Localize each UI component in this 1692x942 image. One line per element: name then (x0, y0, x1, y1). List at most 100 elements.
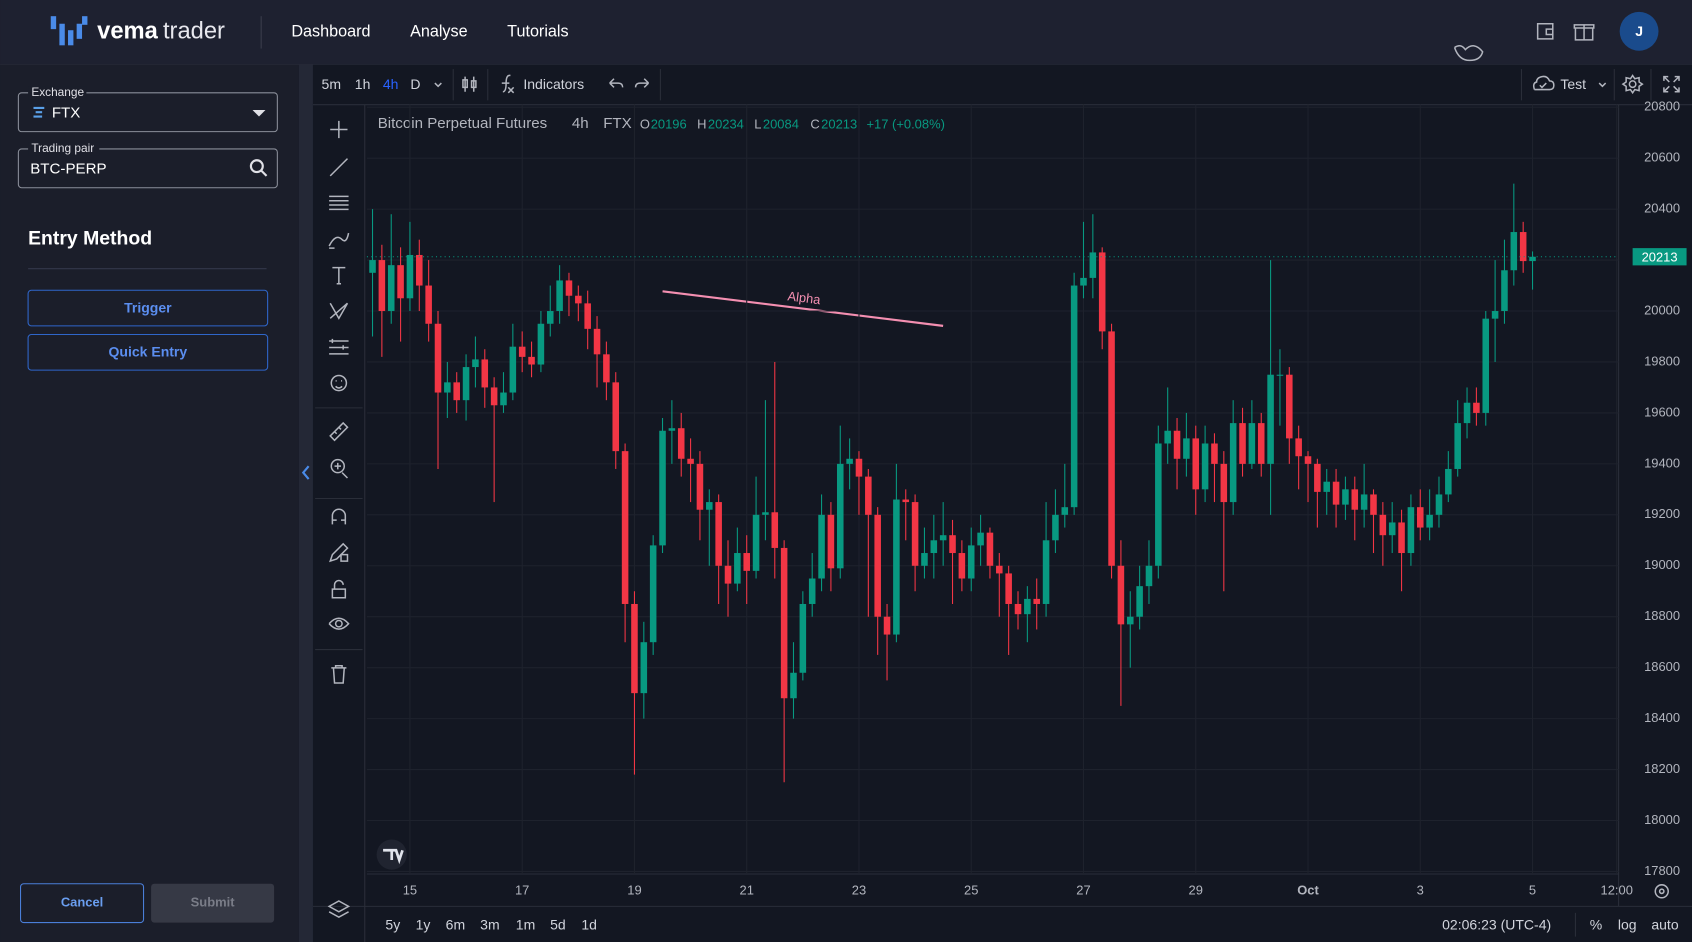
drawing-tool[interactable] (331, 579, 347, 599)
candle-body (1529, 256, 1536, 262)
candle-body (1201, 443, 1209, 490)
pair-input[interactable] (17, 148, 278, 189)
scale-option[interactable]: log (1618, 917, 1637, 933)
range-button[interactable]: 3m (480, 917, 499, 933)
candle-body (1426, 514, 1433, 528)
interval-button[interactable]: 4h (383, 76, 399, 92)
candle-body (827, 514, 835, 569)
watermark-logo (383, 848, 404, 865)
method-button[interactable] (27, 333, 269, 371)
nav-link[interactable]: Dashboard (291, 23, 370, 41)
interval-button[interactable]: D (410, 76, 420, 92)
submit-label: Submit (191, 895, 236, 910)
candle-body (387, 265, 395, 312)
gift-icon[interactable] (1573, 24, 1595, 41)
label-bg (28, 142, 100, 156)
range-button[interactable]: 5y (385, 917, 400, 933)
candle-body (752, 514, 760, 571)
drawing-tool[interactable] (328, 617, 350, 630)
range-button[interactable]: 1d (581, 917, 597, 933)
drawing-tool[interactable] (329, 302, 349, 320)
candle-body (1519, 232, 1527, 262)
method-label: Quick Entry (109, 344, 188, 360)
collapse-chevron[interactable] (301, 465, 310, 480)
collapse-strip[interactable] (298, 64, 313, 942)
ohlc-value: 20234 (708, 117, 744, 132)
settings-icon[interactable] (1621, 74, 1644, 95)
exchange-select[interactable] (17, 92, 278, 133)
undo-icon[interactable] (609, 78, 624, 88)
indicators-label[interactable]: Indicators (523, 76, 584, 92)
candle-body (771, 512, 779, 548)
cloud-icon[interactable] (1532, 75, 1555, 91)
candle-body (1080, 277, 1087, 286)
range-button[interactable]: 1m (516, 917, 535, 933)
drawing-tool[interactable] (329, 542, 349, 563)
drawing-tool[interactable] (327, 900, 351, 919)
nav-link[interactable]: Analyse (410, 23, 468, 41)
search-icon[interactable] (249, 159, 264, 174)
chart-style-icon[interactable] (462, 76, 477, 92)
ohlc-legend: O 20196 H 20234 L 20084 C 20213 +17 (+0.08%) (640, 117, 945, 132)
candle-body (593, 328, 601, 355)
range-button[interactable]: 5d (550, 917, 566, 933)
scale-option[interactable]: % (1590, 917, 1602, 933)
wallet-icon[interactable] (1536, 22, 1554, 40)
exchange-value: FTX (52, 104, 81, 121)
layout-dropdown[interactable] (1598, 82, 1607, 88)
method-button[interactable] (27, 289, 269, 327)
indicators-icon[interactable] (501, 74, 515, 94)
x-tick-label: 21 (740, 883, 754, 898)
submit-button[interactable] (151, 883, 275, 923)
candle-body (1435, 494, 1443, 515)
logo-text: trader (163, 19, 225, 45)
chart-title: Bitcoin Perpetual Futures (378, 115, 547, 132)
ohlc-label: C (810, 117, 819, 132)
drawing-tool[interactable] (330, 374, 348, 392)
drawing-tool[interactable] (329, 421, 349, 442)
range-button[interactable]: 1y (416, 917, 431, 933)
interval-dropdown[interactable] (434, 82, 442, 88)
cancel-button[interactable] (19, 883, 145, 924)
axis-settings[interactable] (1654, 884, 1669, 899)
drawing-tool[interactable] (328, 232, 350, 249)
candle-body (1482, 318, 1490, 413)
drawing-tool[interactable] (330, 458, 349, 479)
candle-body (743, 553, 750, 571)
drawing-tool[interactable] (331, 665, 347, 684)
range-button[interactable]: 6m (446, 917, 465, 933)
candle-body (1248, 423, 1256, 464)
drawing-tool[interactable] (330, 120, 348, 139)
nav-link[interactable]: Tutorials (507, 23, 568, 41)
candle-body (556, 280, 563, 312)
layout-name[interactable]: Test (1560, 76, 1586, 92)
drawing-tool[interactable] (329, 195, 349, 211)
interval-button[interactable]: 5m (322, 76, 341, 92)
cancel-label: Cancel (61, 895, 103, 910)
interval-button[interactable]: 1h (355, 76, 371, 92)
candle-body (565, 280, 573, 296)
drawing-tool[interactable] (331, 508, 347, 525)
x-tick-label: 5 (1529, 883, 1536, 898)
candle-body (500, 392, 507, 406)
drawing-tool[interactable] (332, 266, 346, 285)
candle-body (1286, 374, 1293, 439)
y-tick-label: 20000 (1644, 302, 1680, 317)
pair-value: BTC-PERP (30, 160, 106, 177)
scale-option[interactable]: auto (1651, 917, 1678, 933)
drawing-tool[interactable] (329, 338, 349, 355)
trend-line[interactable] (662, 290, 944, 327)
sidebar (0, 64, 299, 942)
candle-body (472, 359, 479, 368)
candle-body (1416, 507, 1424, 528)
candle-body (1117, 565, 1125, 625)
drawing-tool[interactable] (329, 158, 349, 177)
y-tick-label: 19200 (1644, 506, 1680, 521)
avatar[interactable] (1619, 11, 1659, 51)
price-label-bg (1632, 248, 1687, 266)
fullscreen-icon[interactable] (1663, 75, 1680, 93)
candle-body (1145, 565, 1153, 587)
redo-icon[interactable] (634, 78, 650, 88)
change-label: +17 (+0.08%) (867, 117, 945, 132)
